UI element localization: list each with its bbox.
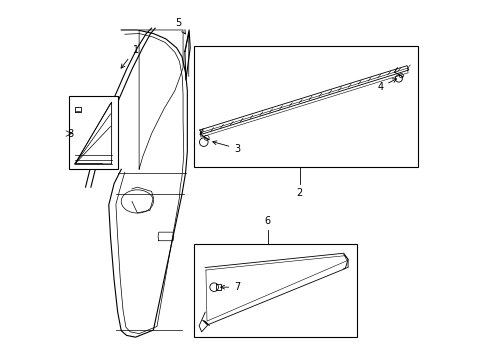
Text: 1: 1 xyxy=(121,45,138,68)
Text: 3: 3 xyxy=(212,141,240,154)
Text: 2: 2 xyxy=(296,188,303,198)
Bar xyxy=(194,244,356,337)
Text: 5: 5 xyxy=(175,18,185,34)
Bar xyxy=(69,96,118,169)
Text: 7: 7 xyxy=(220,282,240,292)
Text: 4: 4 xyxy=(376,79,396,92)
Text: 6: 6 xyxy=(264,216,270,226)
Bar xyxy=(194,46,417,167)
Text: 8: 8 xyxy=(67,129,73,139)
